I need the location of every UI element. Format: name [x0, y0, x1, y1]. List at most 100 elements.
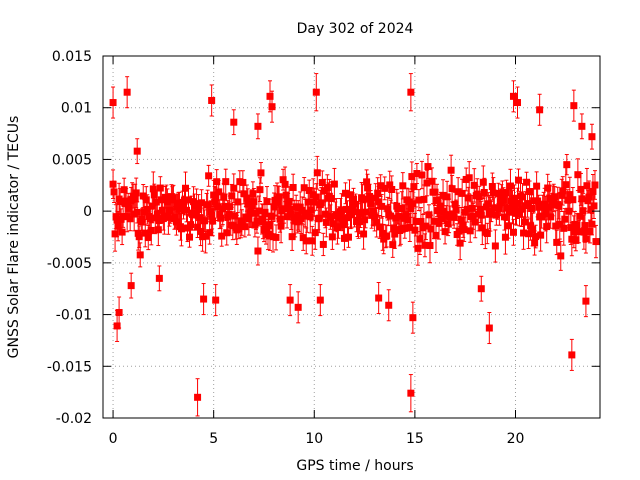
data-point-marker — [222, 178, 230, 186]
data-point — [272, 224, 280, 251]
data-point-marker — [405, 198, 413, 206]
data-point-marker — [385, 301, 393, 309]
data-point-marker — [455, 227, 463, 235]
data-point-marker — [158, 206, 166, 214]
data-point-marker — [268, 103, 276, 111]
data-point-marker — [407, 88, 415, 96]
data-point-marker — [465, 174, 473, 182]
data-point-marker — [113, 216, 121, 224]
data-point-outlier — [477, 275, 485, 302]
data-point-marker — [477, 211, 485, 219]
data-point — [322, 207, 330, 238]
data-point-marker — [364, 184, 372, 192]
data-point-marker — [395, 212, 403, 220]
data-point — [588, 213, 596, 236]
y-tick-label: 0.015 — [52, 49, 92, 65]
data-point-marker — [463, 205, 471, 213]
data-point-marker — [414, 244, 422, 252]
data-point-marker — [541, 200, 549, 208]
data-point-marker — [576, 212, 584, 220]
data-point — [491, 229, 499, 263]
data-point-marker — [150, 191, 158, 199]
data-point-outlier — [536, 93, 544, 126]
data-point — [425, 204, 433, 226]
data-point-marker — [535, 203, 543, 211]
data-point-marker — [297, 215, 305, 223]
data-point-marker — [519, 193, 527, 201]
data-point-marker — [464, 194, 472, 202]
data-point — [509, 218, 517, 246]
data-point-marker — [183, 206, 191, 214]
data-point-marker — [146, 215, 154, 223]
data-point-marker — [415, 196, 423, 204]
data-point-marker — [329, 220, 337, 228]
data-point-outlier — [254, 113, 262, 140]
data-point-marker — [564, 196, 572, 204]
data-point — [289, 173, 297, 202]
data-point-marker — [319, 240, 327, 248]
data-point-marker — [484, 200, 492, 208]
x-tick-label: 10 — [305, 431, 323, 447]
data-point-marker — [245, 215, 253, 223]
data-point-marker — [123, 88, 131, 96]
data-point — [388, 175, 396, 204]
data-point-marker — [186, 233, 194, 241]
data-point-marker — [256, 186, 264, 194]
data-point-outlier — [109, 86, 117, 119]
data-point — [136, 242, 144, 268]
data-point-marker — [138, 215, 146, 223]
data-point-outlier — [123, 76, 131, 109]
data-point-marker — [164, 213, 172, 221]
data-point-marker — [194, 393, 202, 401]
data-point-marker — [257, 169, 265, 177]
data-point-marker — [139, 192, 147, 200]
data-point-marker — [480, 189, 488, 197]
data-point-marker — [450, 213, 458, 221]
data-point-marker — [409, 200, 417, 208]
data-point-outlier — [375, 282, 383, 315]
data-point-marker — [374, 189, 382, 197]
data-point-marker — [270, 203, 278, 211]
data-point — [553, 229, 561, 256]
data-point-marker — [444, 220, 452, 228]
data-point-marker — [193, 200, 201, 208]
data-point-marker — [119, 213, 127, 221]
data-point-marker — [384, 205, 392, 213]
y-tick-label: 0.01 — [61, 101, 92, 117]
data-point-marker — [526, 188, 534, 196]
data-point-marker — [363, 178, 371, 186]
data-point-marker — [263, 198, 271, 206]
data-point — [211, 186, 219, 219]
data-point-marker — [171, 213, 179, 221]
data-point-marker — [259, 218, 267, 226]
data-point-marker — [306, 213, 314, 221]
data-point-marker — [205, 172, 213, 180]
data-point — [582, 224, 590, 254]
data-point-marker — [516, 210, 524, 218]
data-point — [418, 160, 426, 190]
data-point — [198, 189, 206, 217]
data-point-marker — [251, 221, 259, 229]
data-point-marker — [477, 285, 485, 293]
data-point-marker — [127, 282, 135, 290]
data-point-marker — [401, 224, 409, 232]
data-point-marker — [360, 230, 368, 238]
data-point-marker — [225, 210, 233, 218]
data-point-marker — [250, 198, 258, 206]
data-point-marker — [417, 217, 425, 225]
data-point-marker — [586, 227, 594, 235]
data-point — [381, 176, 389, 201]
data-point-marker — [437, 202, 445, 210]
data-point-marker — [557, 252, 565, 260]
data-point-marker — [502, 188, 510, 196]
data-point-marker — [570, 228, 578, 236]
data-point-marker — [204, 201, 212, 209]
data-point-marker — [389, 241, 397, 249]
y-tick-label: -0.01 — [56, 308, 92, 324]
data-point-marker — [143, 205, 151, 213]
data-point-marker — [305, 186, 313, 194]
data-point-outlier — [212, 284, 220, 317]
data-point-marker — [238, 219, 246, 227]
data-point-marker — [362, 208, 370, 216]
data-point-marker — [244, 200, 252, 208]
